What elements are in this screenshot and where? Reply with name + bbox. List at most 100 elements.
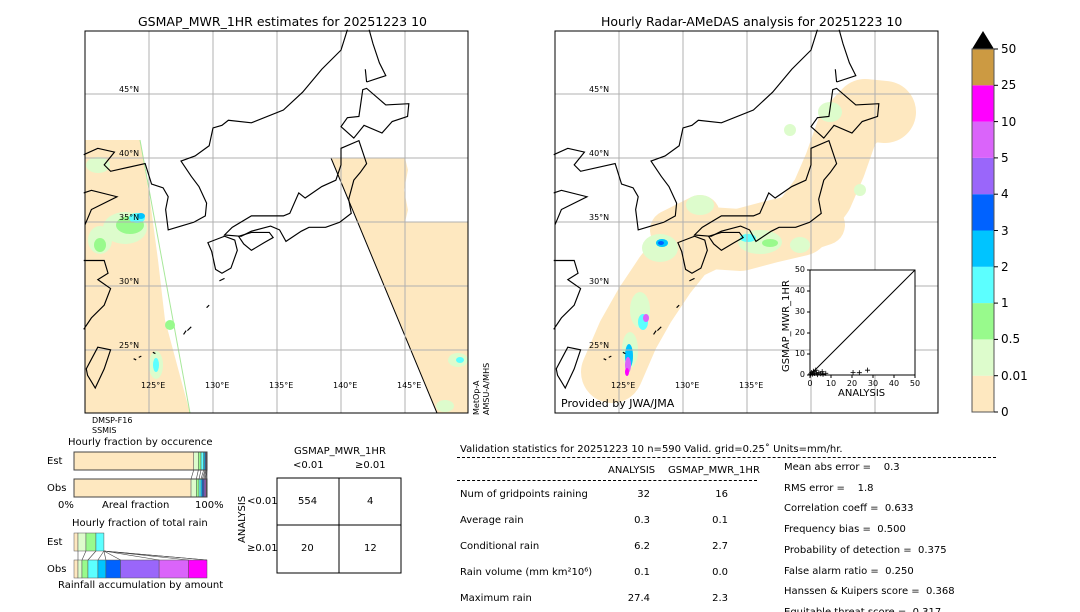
stats-analysis-value: 6.2 — [634, 541, 650, 552]
lat-label: 45°N — [589, 85, 610, 94]
stats-analysis-value: 32 — [637, 489, 650, 500]
lon-label: 125°E — [611, 381, 636, 390]
scatter-point — [819, 369, 825, 375]
connector-line — [203, 469, 206, 480]
stats-gsmap-value: 2.7 — [712, 541, 728, 552]
fraction-segment — [73, 559, 79, 579]
y-tick-label: 0 — [799, 370, 805, 379]
fraction-segment — [158, 559, 189, 579]
radar-light-rain — [622, 102, 866, 368]
scatter-points — [807, 269, 916, 378]
stats-analysis-value: 0.1 — [634, 567, 650, 578]
colorbar-label: 50 — [1001, 42, 1017, 56]
colorbar-label: 5 — [1001, 150, 1009, 165]
lon-label: 125°E — [141, 381, 166, 390]
colorbar-label: 3 — [1001, 223, 1009, 238]
stats-analysis-value: 27.4 — [627, 593, 650, 604]
colorbar-segment — [972, 303, 994, 340]
colorbar-label: 0.5 — [1001, 332, 1021, 347]
connector-line — [202, 469, 206, 480]
lat-label: 40°N — [589, 149, 610, 158]
connector-line — [103, 550, 160, 561]
stats-row-label: Average rain — [460, 515, 524, 526]
colorbar-segment — [972, 194, 994, 231]
lat-label: 45°N — [119, 85, 140, 94]
colorbar-label: 10 — [1001, 114, 1017, 129]
stats-row-label: Conditional rain — [460, 541, 540, 552]
colorbar-extend-arrow — [972, 31, 994, 49]
lon-label: 130°E — [205, 381, 230, 390]
colorbar-segment — [972, 157, 994, 195]
y-tick-label: 20 — [794, 328, 805, 337]
dmsp-swath — [85, 140, 190, 413]
col-header: ≥0.01 — [355, 460, 386, 471]
stats-gsmap-value: 2.3 — [712, 593, 728, 604]
lon-label: 130°E — [675, 381, 700, 390]
x-tick-label: 0 — [807, 379, 813, 388]
rain-xlabel: Rainfall accumulation by amount — [58, 580, 224, 591]
scatter-point — [810, 368, 816, 374]
occurrence-title: Hourly fraction by occurence — [68, 437, 213, 448]
fraction-segment — [105, 559, 121, 579]
left-map-title: GSMAP_MWR_1HR estimates for 20251223 10 — [138, 14, 427, 29]
fraction-segment — [73, 478, 192, 498]
connector-line — [196, 469, 199, 480]
colorbar-label: 2 — [1001, 259, 1009, 274]
score: False alarm ratio = 0.250 — [784, 565, 914, 577]
x-tick-label: 30 — [867, 379, 879, 388]
colorbar-segment — [972, 85, 994, 122]
connector-line — [190, 469, 194, 480]
stats-row-label: Maximum rain — [460, 593, 532, 604]
colorbar-label: 0.01 — [1001, 368, 1028, 383]
colorbar-segment — [972, 121, 994, 158]
scatter-xlabel: ANALYSIS — [838, 388, 886, 399]
y-tick-label: 30 — [794, 307, 805, 316]
colorbar-label: 4 — [1001, 187, 1009, 202]
score: RMS error = 1.8 — [784, 482, 874, 494]
lat-label: 30°N — [119, 277, 140, 286]
lat-label: 25°N — [119, 341, 140, 350]
connector-line — [204, 469, 207, 480]
lat-label: 25°N — [589, 341, 610, 350]
rain-title: Hourly fraction of total rain — [72, 518, 208, 529]
scatter-point — [865, 367, 871, 373]
scatter-point — [823, 370, 829, 376]
est-label: Est — [47, 456, 63, 467]
cell-hit: 12 — [364, 543, 377, 554]
fraction-segment — [77, 532, 87, 552]
fraction-segment — [190, 478, 197, 498]
connector-line — [103, 550, 208, 561]
cell-miss: 20 — [301, 543, 314, 554]
x-tick-label: 50 — [909, 379, 921, 388]
right-map — [554, 30, 939, 414]
stats-analysis-value: 0.3 — [634, 515, 650, 526]
x-tick-label: 10 — [825, 379, 837, 388]
est-label: Est — [47, 537, 63, 548]
stats-row-label: Rain volume (mm km²10⁶) — [460, 567, 593, 578]
score: Mean abs error = 0.3 — [784, 462, 900, 473]
xtick-0: 0% — [58, 500, 74, 511]
cell-false-alarm: 4 — [367, 496, 374, 507]
fraction-segment — [193, 451, 199, 471]
stats-col-gsmap: GSMAP_MWR_1HR — [668, 465, 760, 476]
bar-frame — [73, 478, 208, 498]
lon-label: 145°E — [397, 381, 422, 390]
lat-label: 35°N — [589, 213, 610, 222]
fraction-segment — [77, 559, 83, 579]
right-gridlines — [555, 31, 938, 413]
fraction-segment — [196, 478, 200, 498]
stats-header: Validation statistics for 20251223 10 n=… — [460, 444, 843, 455]
scatter-point — [850, 369, 856, 375]
stats-col-analysis: ANALYSIS — [608, 465, 656, 476]
scatter-point — [820, 371, 826, 377]
colorbar-label: 1 — [1001, 296, 1009, 311]
contingency-title: GSMAP_MWR_1HR — [294, 446, 386, 457]
right-map-title: Hourly Radar-AMeDAS analysis for 2025122… — [601, 14, 903, 29]
col-header: <0.01 — [293, 460, 324, 471]
row-header: ≥0.01 — [247, 543, 278, 554]
sensor-label: SSMIS — [92, 426, 117, 435]
lon-label: 135°E — [739, 381, 764, 390]
sensor-label-right: MetOp-A AMSU-A/MHS — [472, 363, 492, 415]
row-header: <0.01 — [247, 496, 278, 507]
